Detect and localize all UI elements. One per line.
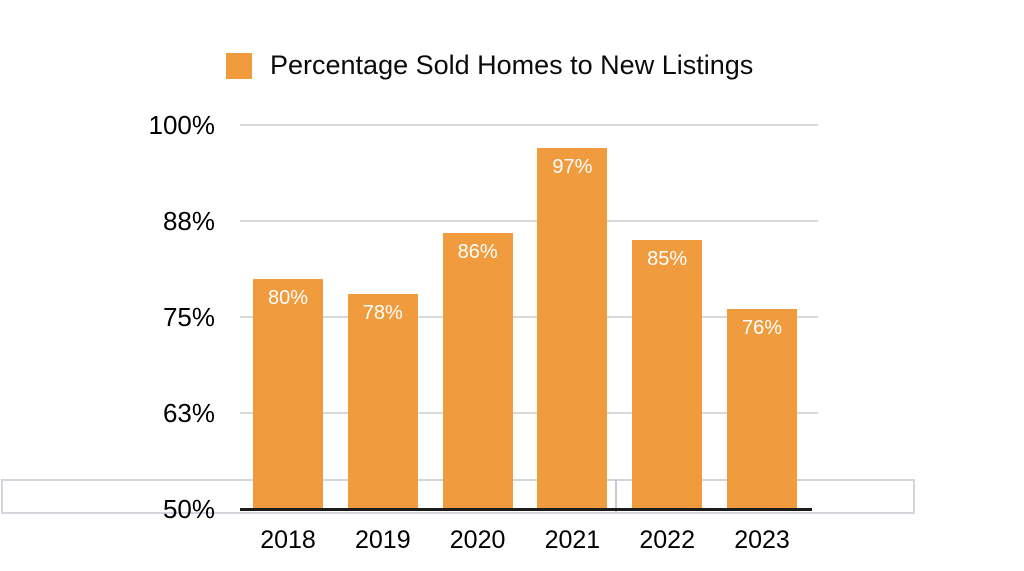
bar-2019: 78% — [347, 293, 418, 509]
x-axis-tick-label-2019: 2019 — [354, 526, 411, 554]
gridline-88% — [240, 220, 818, 222]
x-axis-tick-label-2022: 2022 — [639, 526, 695, 554]
legend: Percentage Sold Homes to New Listings — [226, 50, 753, 81]
x-axis-line — [240, 508, 812, 511]
bar-value-label: 85% — [647, 248, 688, 271]
y-axis-tick-label: 100% — [148, 110, 216, 140]
bar-2021: 97% — [537, 148, 608, 509]
gridline-63% — [240, 412, 818, 414]
background-band-divider — [615, 479, 617, 512]
bar-value-label: 78% — [362, 301, 403, 324]
x-axis-tick-label-2023: 2023 — [734, 526, 790, 554]
x-axis-tick-label-2020: 2020 — [449, 526, 506, 554]
bar-value-label: 76% — [741, 317, 783, 340]
legend-swatch — [226, 52, 252, 79]
x-axis-tick-label-2021: 2021 — [544, 526, 601, 554]
bar-2023: 76% — [727, 309, 797, 509]
x-axis-tick-label-2018: 2018 — [260, 526, 316, 554]
gridline-100% — [240, 124, 818, 126]
bar-2018: 80% — [253, 278, 323, 509]
y-axis-tick-label: 75% — [162, 302, 215, 332]
bar-value-label: 80% — [267, 286, 309, 309]
bar-2022: 85% — [632, 240, 703, 509]
y-axis-tick-label: 63% — [162, 398, 215, 428]
gridline-75% — [240, 316, 818, 318]
y-axis-tick-label: 88% — [162, 206, 215, 236]
bar-value-label: 97% — [552, 156, 593, 179]
bar-2020: 86% — [442, 232, 513, 509]
bar-value-label: 86% — [457, 240, 498, 263]
legend-label: Percentage Sold Homes to New Listings — [270, 50, 754, 80]
y-axis-tick-label: 50% — [162, 494, 215, 524]
